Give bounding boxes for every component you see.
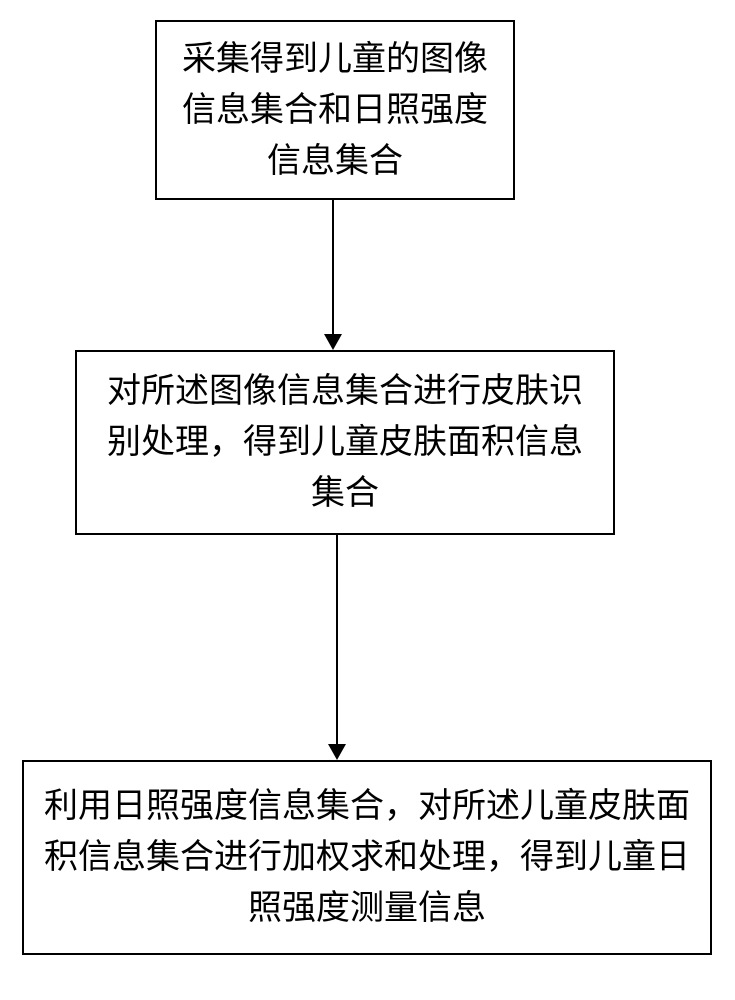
arrow-head-icon <box>324 334 342 350</box>
arrow-head-icon <box>328 744 346 760</box>
node-text: 利用日照强度信息集合，对所述儿童皮肤面积信息集合进行加权求和处理，得到儿童日照强… <box>42 781 692 934</box>
node-text: 对所述图像信息集合进行皮肤识别处理，得到儿童皮肤面积信息集合 <box>95 366 595 519</box>
flowchart-edge-1 <box>332 200 334 335</box>
flowchart-edge-2 <box>336 535 338 745</box>
flowchart-node-2: 对所述图像信息集合进行皮肤识别处理，得到儿童皮肤面积信息集合 <box>75 350 615 535</box>
node-text: 采集得到儿童的图像信息集合和日照强度信息集合 <box>175 34 495 187</box>
flowchart-container: 采集得到儿童的图像信息集合和日照强度信息集合 对所述图像信息集合进行皮肤识别处理… <box>0 0 735 1000</box>
flowchart-node-3: 利用日照强度信息集合，对所述儿童皮肤面积信息集合进行加权求和处理，得到儿童日照强… <box>22 760 712 955</box>
flowchart-node-1: 采集得到儿童的图像信息集合和日照强度信息集合 <box>155 20 515 200</box>
